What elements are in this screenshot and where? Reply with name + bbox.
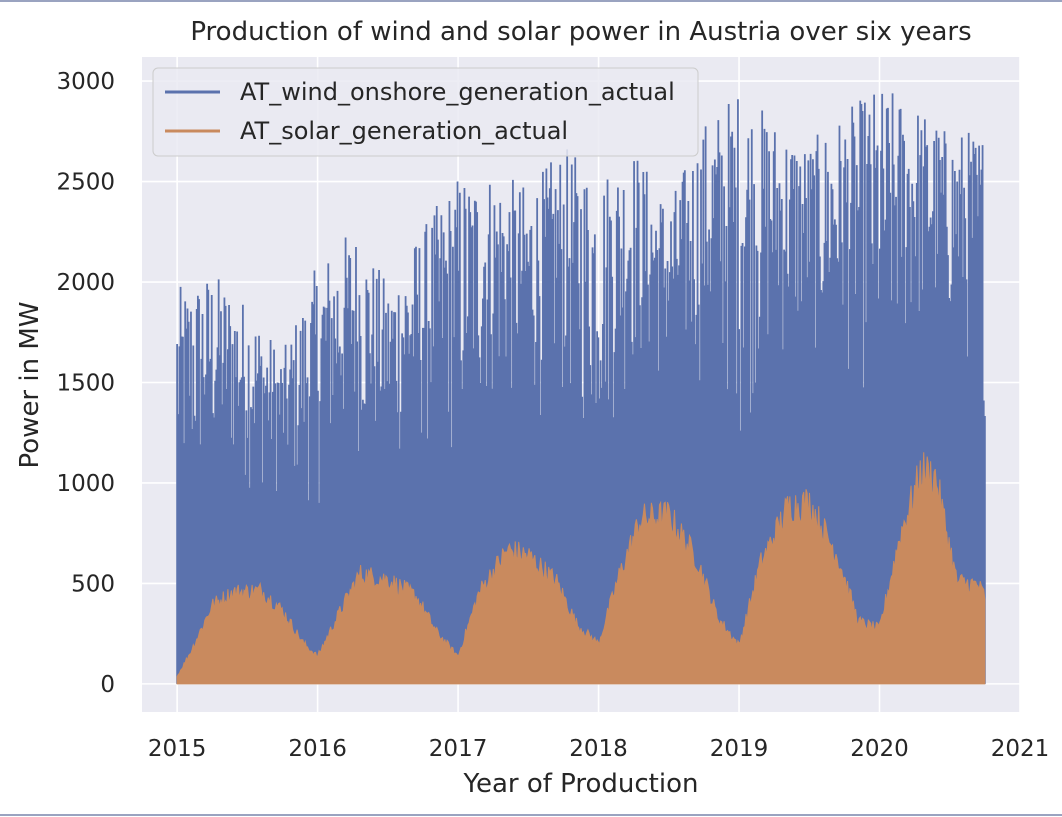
legend-label-solar: AT_solar_generation_actual bbox=[240, 117, 568, 145]
y-tick-labels: 0 500 1000 1500 2000 2500 3000 bbox=[56, 69, 115, 698]
y-axis-label: Power in MW bbox=[15, 302, 45, 469]
legend-label-wind: AT_wind_onshore_generation_actual bbox=[240, 78, 675, 106]
solar-series-path bbox=[176, 452, 986, 685]
plot-series-group bbox=[176, 93, 986, 685]
x-tick-label: 2019 bbox=[710, 736, 769, 762]
x-tick-label: 2017 bbox=[429, 736, 488, 762]
x-tick-label: 2016 bbox=[288, 736, 347, 762]
y-tick-label: 1500 bbox=[56, 370, 115, 396]
wind-series-path bbox=[176, 93, 986, 684]
x-tick-label: 2021 bbox=[991, 736, 1050, 762]
x-tick-label: 2015 bbox=[148, 736, 207, 762]
x-tick-labels: 2015 2016 2017 2018 2019 2020 2021 bbox=[148, 736, 1049, 762]
y-tick-label: 0 bbox=[100, 672, 115, 698]
bottom-border bbox=[0, 814, 1062, 816]
wind-series bbox=[176, 93, 986, 684]
x-tick-label: 2018 bbox=[569, 736, 628, 762]
y-tick-label: 2000 bbox=[56, 270, 115, 296]
top-border bbox=[0, 0, 1062, 2]
y-tick-label: 1000 bbox=[56, 471, 115, 497]
y-tick-label: 3000 bbox=[56, 69, 115, 95]
x-tick-label: 2020 bbox=[850, 736, 909, 762]
x-axis-label: Year of Production bbox=[463, 769, 699, 799]
legend: AT_wind_onshore_generation_actual AT_sol… bbox=[152, 67, 699, 157]
y-tick-label: 2500 bbox=[56, 170, 115, 196]
y-tick-label: 500 bbox=[71, 571, 115, 597]
solar-series bbox=[176, 452, 986, 685]
chart-title: Production of wind and solar power in Au… bbox=[190, 17, 971, 47]
legend-box bbox=[152, 67, 699, 157]
